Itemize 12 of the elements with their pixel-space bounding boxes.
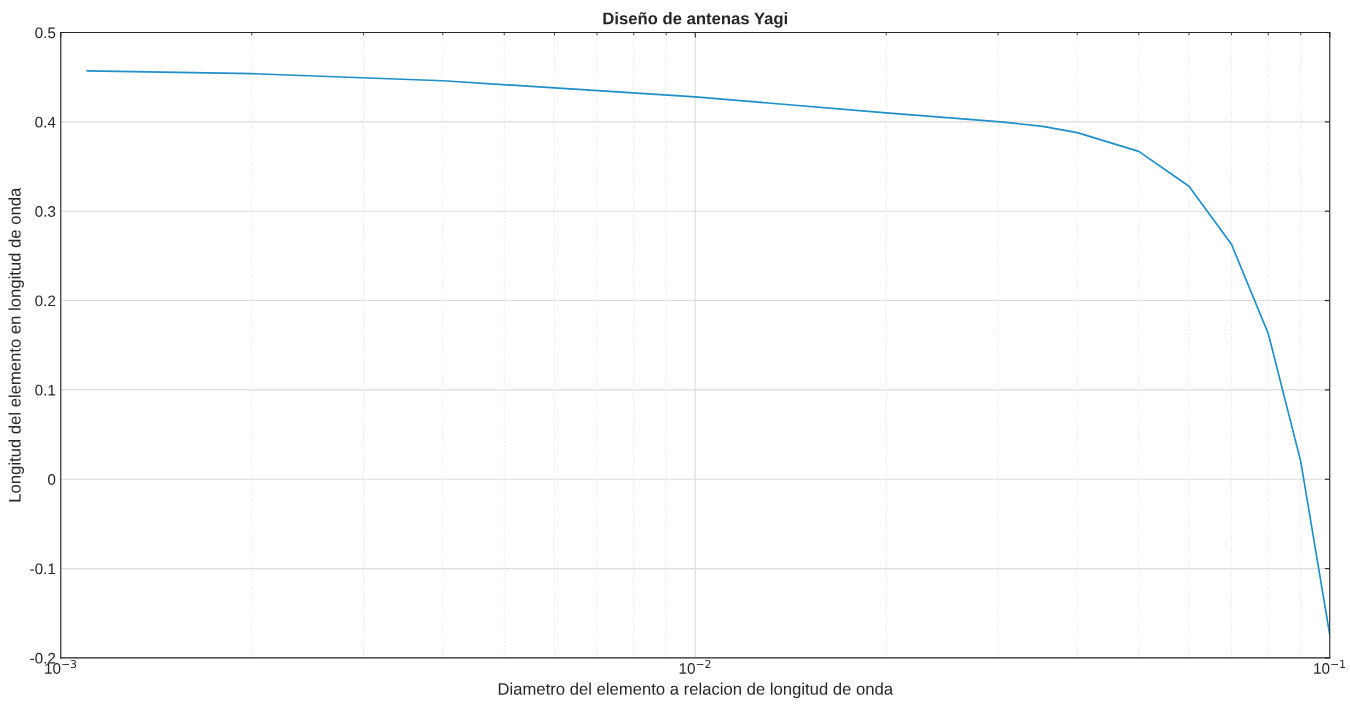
y-tick-label: 0.1 (35, 384, 56, 396)
x-axis-title: Diametro del elemento a relacion de longitud de onda (498, 682, 894, 699)
y-tick-label: 0.3 (35, 206, 56, 217)
y-tick-label: -0.1 (30, 563, 56, 575)
y-axis-title: Longitud del elemento en longitud de onda (8, 187, 25, 502)
y-tick-label: 0 (47, 474, 56, 485)
y-tick-label: 0.2 (35, 295, 56, 307)
y-tick-label: 0.5 (35, 27, 56, 39)
x-tick-label: 10$^{−2}$ (679, 659, 711, 674)
y-tick-label: 0.4 (35, 116, 56, 128)
x-tick-label: 10$^{−1}$ (1314, 660, 1345, 674)
chart-title: Diseño de antenas Yagi (603, 12, 788, 28)
